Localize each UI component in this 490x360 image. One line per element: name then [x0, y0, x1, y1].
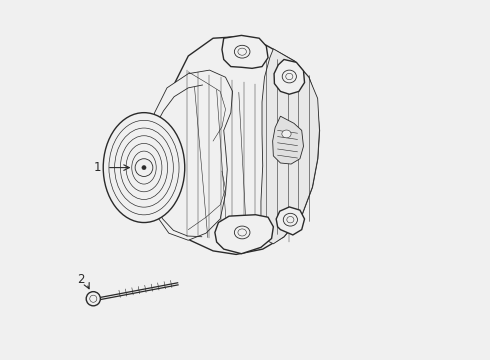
Ellipse shape — [135, 159, 153, 176]
Polygon shape — [215, 215, 273, 254]
Polygon shape — [261, 49, 319, 244]
Ellipse shape — [142, 166, 146, 170]
Ellipse shape — [283, 213, 297, 226]
Text: 2: 2 — [77, 273, 85, 286]
Polygon shape — [272, 116, 303, 164]
Ellipse shape — [86, 292, 100, 306]
Polygon shape — [276, 207, 305, 235]
Ellipse shape — [103, 113, 185, 222]
Polygon shape — [274, 59, 305, 94]
Ellipse shape — [234, 226, 250, 239]
Polygon shape — [222, 35, 268, 68]
Ellipse shape — [234, 45, 250, 58]
Ellipse shape — [90, 295, 97, 302]
Polygon shape — [151, 70, 233, 240]
Polygon shape — [162, 36, 319, 255]
Ellipse shape — [282, 130, 291, 138]
Text: 1: 1 — [94, 161, 101, 174]
Ellipse shape — [282, 70, 296, 83]
